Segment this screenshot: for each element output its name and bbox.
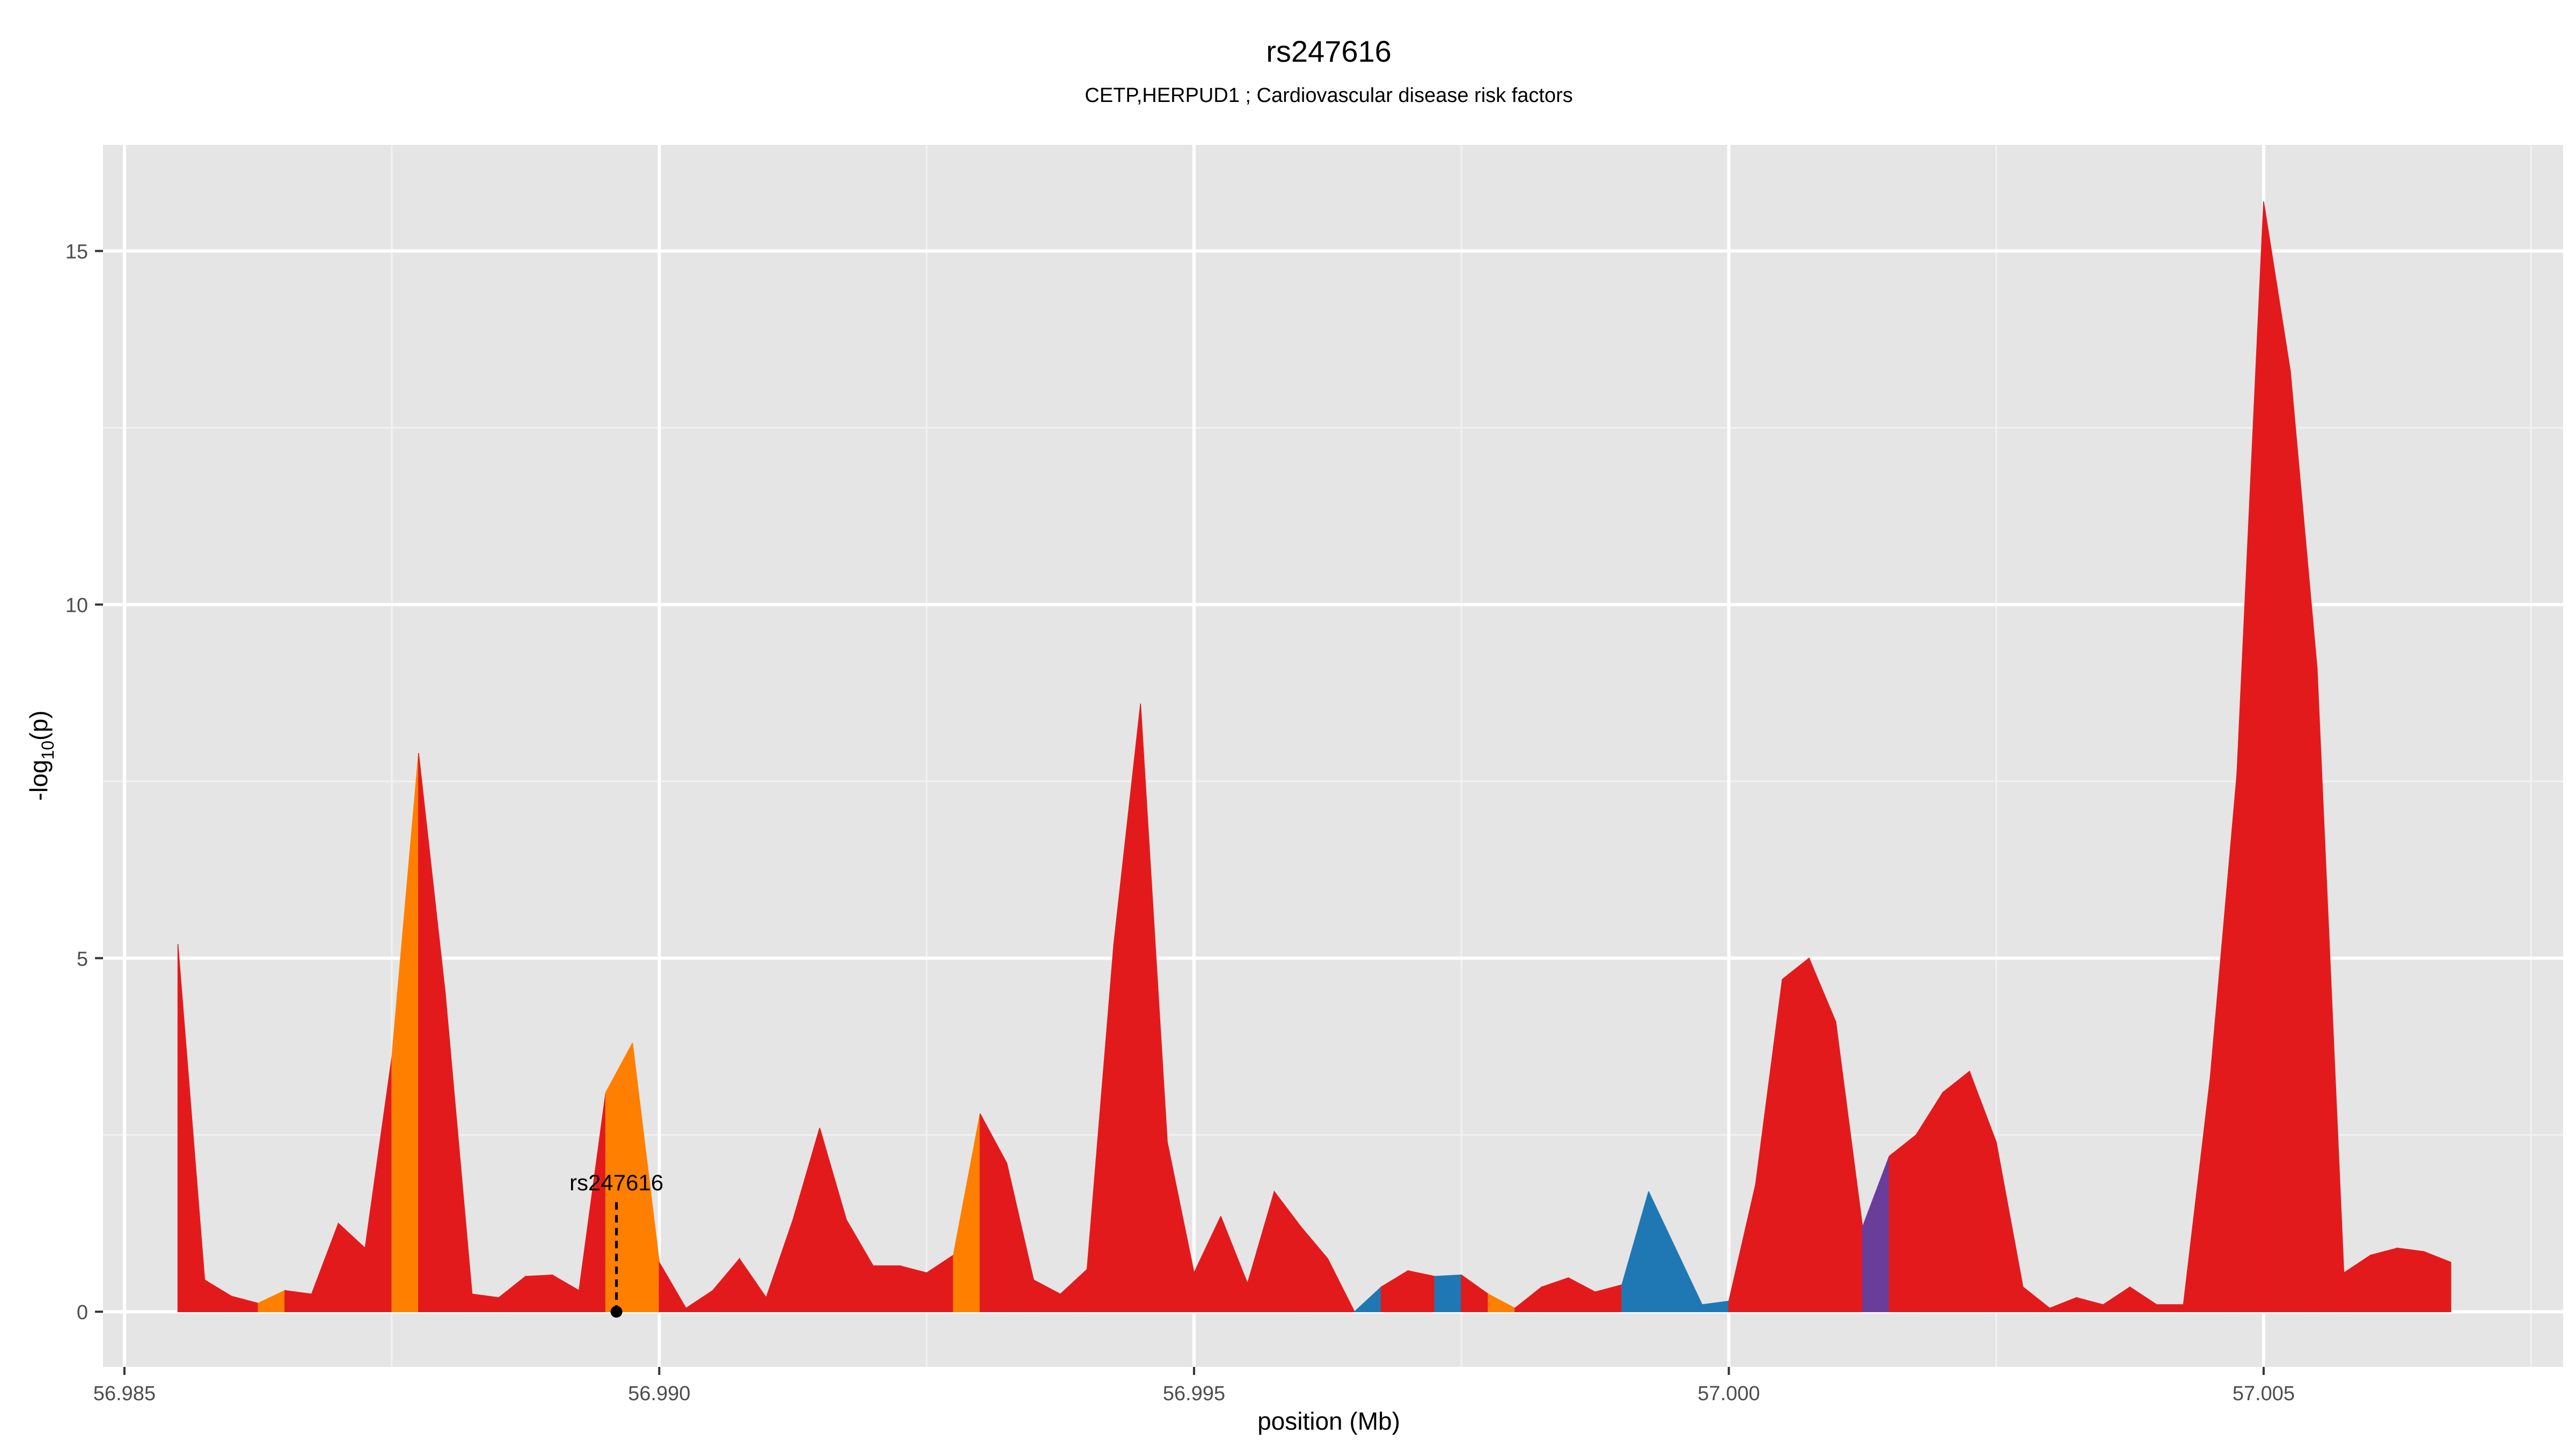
y-tick-label: 0 [77, 1301, 88, 1324]
annotation-label: rs247616 [569, 1170, 663, 1195]
y-axis-label-tail: (p) [25, 711, 53, 741]
x-axis-label: position (Mb) [1257, 1407, 1400, 1435]
area-segment-83 [2424, 1251, 2451, 1312]
y-axis-label-subscript: 10 [38, 741, 57, 760]
x-axis: 56.985 56.990 56.995 57.000 57.005 [93, 1367, 2295, 1405]
y-tick-label: 15 [65, 241, 88, 264]
plot-panel [103, 145, 2563, 1367]
area-segment-4 [284, 1290, 312, 1312]
x-tick-label: 56.995 [1163, 1382, 1225, 1405]
chart-subtitle: CETP,HERPUD1 ; Cardiovascular disease ri… [1085, 84, 1573, 107]
area-segment-65 [1942, 1070, 1970, 1312]
area-segment-47 [1434, 1274, 1462, 1312]
x-tick-label: 57.000 [1697, 1382, 1760, 1405]
y-axis-label-main: -log [25, 760, 53, 801]
area-segment-59 [1782, 957, 1810, 1312]
y-tick-label: 5 [77, 948, 88, 970]
area-segment-13 [525, 1274, 553, 1312]
chart-title: rs247616 [1266, 34, 1392, 68]
area-segment-27 [899, 1265, 927, 1312]
x-tick-label: 57.005 [2233, 1382, 2295, 1405]
area-segment-77 [2263, 201, 2291, 1312]
area-segment-73 [2156, 1304, 2184, 1312]
x-tick-label: 56.985 [93, 1382, 156, 1405]
y-axis-label: -log10(p) [25, 711, 57, 801]
area-segment-46 [1407, 1270, 1436, 1312]
y-tick-label: 10 [65, 595, 88, 617]
area-segment-81 [2370, 1247, 2398, 1312]
lead-snp-annotation: rs247616 [569, 1170, 663, 1318]
area-segment-26 [873, 1265, 901, 1312]
area-segment-11 [471, 1293, 500, 1312]
x-tick-label: 56.990 [628, 1382, 690, 1405]
annotation-point [610, 1306, 623, 1318]
association-area-series [177, 201, 2451, 1312]
area-segment-63 [1889, 1134, 1916, 1312]
y-axis: 0 5 10 15 [65, 241, 103, 1324]
area-segment-43 [1327, 1258, 1356, 1312]
area-segment-82 [2397, 1247, 2425, 1312]
minor-gridlines [103, 145, 2563, 1367]
